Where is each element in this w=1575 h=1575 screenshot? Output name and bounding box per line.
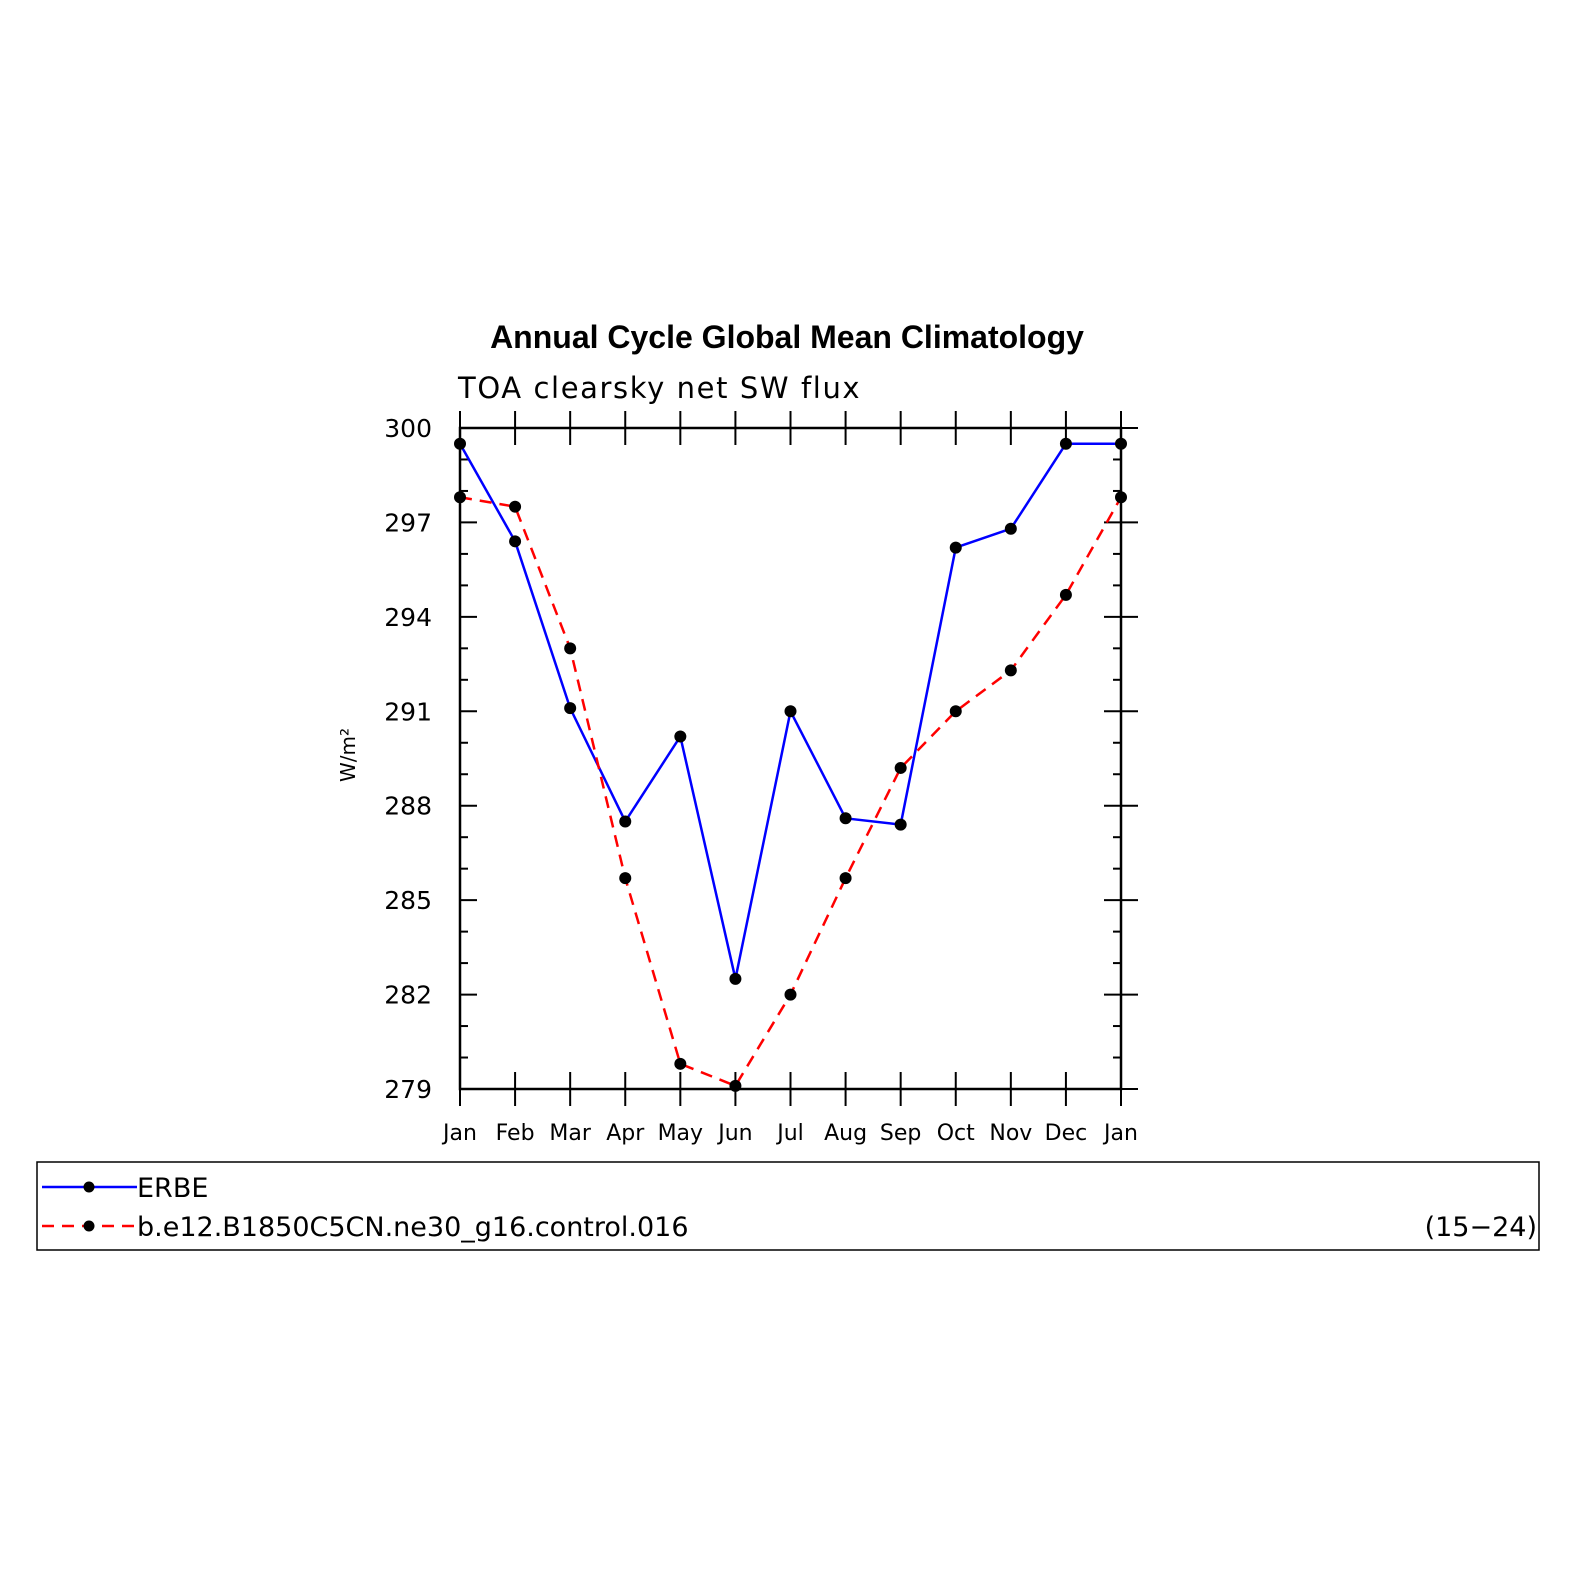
data-point-erbe bbox=[1059, 437, 1072, 450]
x-tick-label: Oct bbox=[937, 1121, 975, 1146]
x-tick-label: Jan bbox=[441, 1121, 477, 1146]
data-point-model bbox=[674, 1057, 687, 1070]
data-point-model bbox=[564, 642, 577, 655]
legend-erbe-label: ERBE bbox=[137, 1173, 208, 1204]
y-tick-label: 288 bbox=[384, 792, 432, 821]
data-point-model bbox=[1115, 491, 1127, 504]
data-point-model bbox=[1004, 664, 1017, 677]
legend-model-marker bbox=[83, 1220, 95, 1232]
data-point-erbe bbox=[564, 702, 577, 715]
data-point-model bbox=[784, 988, 797, 1001]
data-point-erbe bbox=[729, 972, 742, 985]
data-point-model bbox=[509, 500, 522, 513]
x-tick-label: Jun bbox=[716, 1121, 752, 1146]
x-tick-label: Nov bbox=[989, 1121, 1032, 1146]
data-point-erbe bbox=[1115, 437, 1127, 450]
x-tick-label: Sep bbox=[880, 1121, 921, 1146]
data-point-erbe bbox=[454, 437, 466, 450]
y-tick-label: 285 bbox=[384, 886, 432, 915]
data-point-erbe bbox=[894, 818, 907, 831]
y-tick-label: 294 bbox=[384, 603, 432, 632]
y-axis-label: W/m² bbox=[336, 728, 360, 782]
x-tick-label: Mar bbox=[549, 1121, 591, 1146]
legend: ERBE b.e12.B1850C5CN.ne30_g16.control.01… bbox=[36, 1161, 1540, 1251]
x-tick-label: Jan bbox=[1102, 1121, 1138, 1146]
y-tick-label: 282 bbox=[384, 981, 432, 1010]
x-tick-label: Feb bbox=[496, 1121, 535, 1146]
y-tick-label: 291 bbox=[384, 697, 432, 726]
data-point-model bbox=[894, 761, 907, 774]
x-tick-label: Aug bbox=[824, 1121, 867, 1146]
data-point-model bbox=[949, 705, 962, 718]
data-point-erbe bbox=[619, 815, 632, 828]
legend-model-label: b.e12.B1850C5CN.ne30_g16.control.016 bbox=[137, 1212, 689, 1243]
x-tick-label: Jul bbox=[775, 1121, 804, 1146]
data-point-model bbox=[454, 491, 466, 504]
x-tick-label: Dec bbox=[1045, 1121, 1088, 1146]
y-tick-label: 279 bbox=[384, 1075, 432, 1104]
data-point-erbe bbox=[674, 730, 687, 743]
chart-subtitle: TOA clearsky net SW flux bbox=[457, 371, 861, 405]
x-tick-label: Apr bbox=[606, 1121, 645, 1146]
plot-area: 279 282 285 288 291 294 297 300 Jan Feb Mar Apr May J… bbox=[384, 411, 1138, 1146]
y-tick-label: 300 bbox=[384, 414, 432, 443]
data-point-erbe bbox=[784, 705, 797, 718]
data-point-model bbox=[729, 1079, 742, 1092]
data-point-erbe bbox=[949, 541, 962, 554]
legend-box bbox=[36, 1161, 1540, 1251]
x-tick-label: May bbox=[658, 1121, 703, 1146]
chart-title: Annual Cycle Global Mean Climatology bbox=[490, 319, 1084, 355]
y-tick-label: 297 bbox=[384, 508, 432, 537]
data-point-model bbox=[1059, 588, 1072, 601]
legend-erbe-marker bbox=[83, 1181, 95, 1193]
data-point-erbe bbox=[509, 535, 522, 548]
data-point-model bbox=[839, 872, 852, 885]
data-point-erbe bbox=[1004, 522, 1017, 535]
data-point-model bbox=[619, 872, 632, 885]
data-point-erbe bbox=[839, 812, 852, 825]
legend-year-range: (15−24) bbox=[1425, 1212, 1537, 1243]
